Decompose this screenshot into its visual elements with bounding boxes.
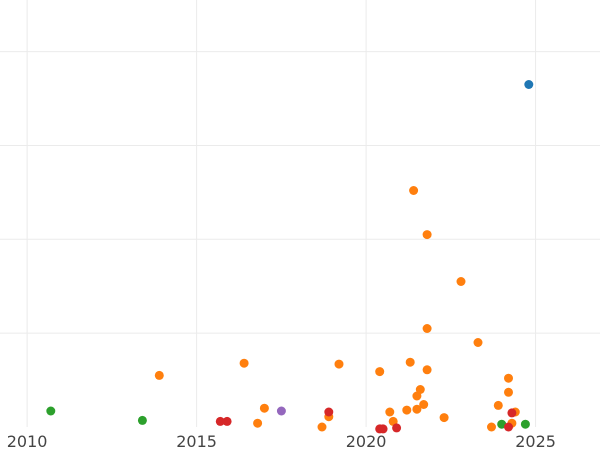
data-point (239, 358, 249, 368)
data-point (422, 324, 432, 333)
x-tick-label: 2025 (515, 432, 556, 450)
x-tick-label: 2020 (346, 432, 387, 450)
data-point (524, 80, 534, 89)
data-point (520, 419, 530, 429)
data-point (456, 277, 466, 286)
data-point (504, 373, 513, 383)
data-point (473, 338, 483, 347)
data-point (405, 357, 415, 367)
x-tick-labels: 2010 2015 2020 2025 (7, 432, 556, 450)
data-point (493, 400, 503, 410)
data-point (137, 415, 147, 425)
data-point (276, 406, 286, 416)
data-point (422, 365, 432, 375)
data-point (222, 416, 232, 426)
data-point (317, 422, 327, 432)
data-point (412, 404, 422, 414)
data-point (415, 385, 425, 394)
data-point (324, 407, 334, 417)
data-point (419, 400, 429, 409)
data-point (422, 230, 432, 240)
data-point (385, 407, 395, 417)
data-point (497, 419, 507, 429)
grid-layer (0, 0, 600, 427)
data-point (402, 405, 412, 415)
points-layer (46, 80, 534, 434)
data-point (392, 423, 402, 433)
data-point (334, 359, 344, 369)
data-point (46, 406, 56, 416)
data-point (375, 367, 385, 377)
data-point (439, 413, 449, 423)
data-point (215, 416, 225, 426)
data-point (504, 387, 513, 397)
data-point (378, 424, 388, 434)
x-tick-label: 2010 (7, 432, 48, 450)
data-point (259, 403, 269, 413)
data-point (154, 370, 164, 380)
data-point (409, 186, 419, 195)
data-point (487, 422, 496, 432)
data-point (504, 422, 513, 432)
data-point (253, 418, 263, 428)
x-tick-label: 2015 (176, 432, 217, 450)
data-point (507, 408, 517, 418)
